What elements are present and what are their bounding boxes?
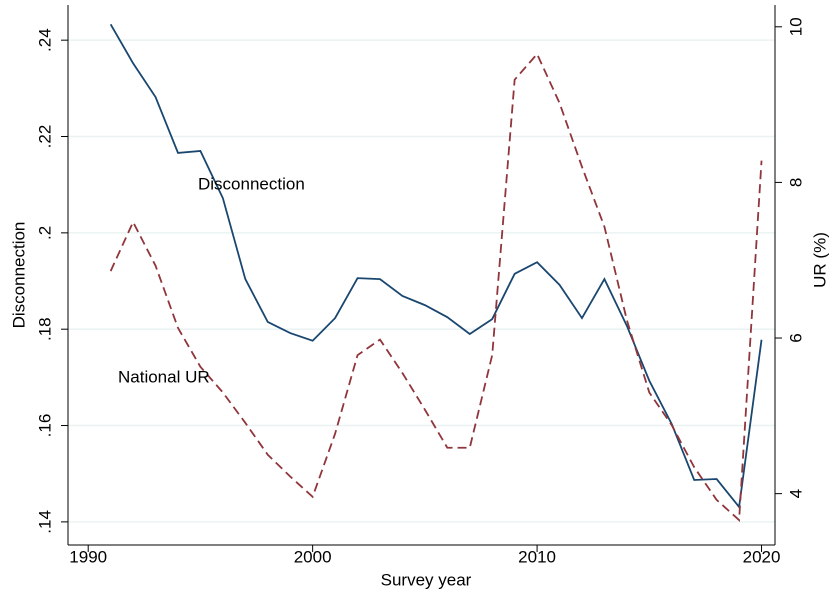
series-line bbox=[109, 52, 763, 523]
x-tick-label: 2000 bbox=[294, 547, 332, 566]
x-tick-label: 2020 bbox=[743, 547, 781, 566]
y-tick-label: .2 bbox=[35, 226, 54, 240]
y2-tick-label: 10 bbox=[786, 17, 805, 36]
series-line bbox=[109, 23, 763, 510]
x-tick-label: 1990 bbox=[69, 547, 107, 566]
y-tick-label: .22 bbox=[35, 125, 54, 149]
y-tick-label: .16 bbox=[35, 414, 54, 438]
annotation: Disconnection bbox=[198, 174, 305, 193]
y2-axis-title: UR (%) bbox=[810, 232, 829, 288]
y-axis-title: Disconnection bbox=[9, 222, 28, 329]
annotation: National UR bbox=[118, 367, 210, 386]
x-axis-title: Survey year bbox=[381, 570, 472, 589]
x-tick-label: 2010 bbox=[518, 547, 556, 566]
y-tick-label: .18 bbox=[35, 317, 54, 341]
y-tick-label: .24 bbox=[35, 28, 54, 52]
y-tick-label: .14 bbox=[35, 510, 54, 534]
y2-tick-label: 6 bbox=[786, 333, 805, 342]
y2-tick-label: 4 bbox=[786, 489, 805, 498]
y2-tick-label: 8 bbox=[786, 178, 805, 187]
